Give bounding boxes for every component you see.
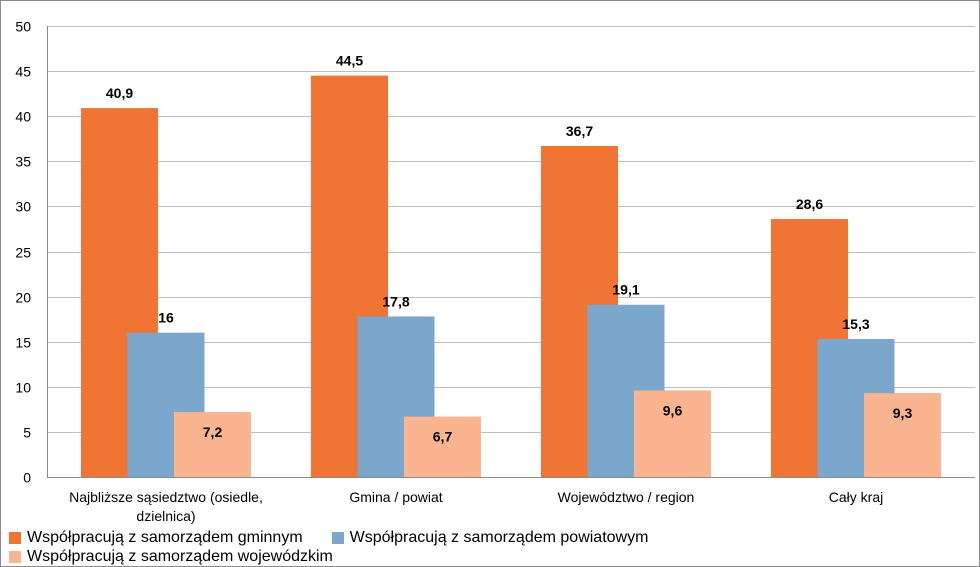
legend-label: Współpracują z samorządem wojewódzkim	[27, 548, 333, 565]
data-label: 7,2	[203, 424, 223, 440]
bar-series-3	[174, 412, 251, 477]
data-label: 9,3	[893, 405, 913, 421]
y-tick-label: 30	[15, 199, 31, 215]
y-tick-label: 5	[23, 425, 31, 441]
data-label: 40,9	[106, 85, 133, 101]
legend: Współpracują z samorządem gminnym Współp…	[9, 528, 677, 566]
y-tick-label: 35	[15, 154, 31, 170]
bar-series-3	[404, 416, 481, 477]
data-label: 44,5	[336, 53, 363, 69]
bar-series-3	[634, 390, 711, 477]
y-tick-label: 40	[15, 109, 31, 125]
legend-row: Współpracują z samorządem gminnym Współp…	[9, 528, 677, 547]
x-tick-label: Gmina / powiat	[349, 489, 443, 505]
y-tick-label: 20	[15, 290, 31, 306]
legend-label: Współpracują z samorządem powiatowym	[349, 529, 649, 546]
legend-row: Współpracują z samorządem wojewódzkim	[9, 547, 677, 566]
x-tick-label: Województwo / region	[557, 489, 695, 505]
legend-item-series-2: Współpracują z samorządem powiatowym	[331, 528, 649, 547]
bars	[81, 75, 941, 478]
legend-label: Współpracują z samorządem gminnym	[27, 529, 303, 546]
y-tick-label: 45	[15, 64, 31, 80]
data-label: 36,7	[566, 123, 593, 139]
data-label: 17,8	[382, 293, 409, 309]
y-tick-label: 15	[15, 335, 31, 351]
legend-swatch	[9, 550, 21, 563]
legend-swatch	[9, 531, 21, 544]
y-tick-label: 10	[15, 380, 31, 396]
y-tick-label: 0	[23, 470, 31, 486]
data-label: 9,6	[663, 402, 683, 418]
bar-series-3	[864, 393, 941, 477]
data-label: 28,6	[796, 196, 823, 212]
legend-item-series-3: Współpracują z samorządem wojewódzkim	[9, 547, 333, 566]
x-tick-label: Cały kraj	[828, 489, 884, 505]
y-tick-label: 25	[15, 245, 31, 261]
data-label: 16	[158, 310, 174, 326]
data-label: 15,3	[842, 316, 869, 332]
y-tick-label: 50	[15, 19, 31, 35]
x-tick-label: Najbliższe sąsiedztwo (osiedle, dzielnic…	[69, 489, 263, 524]
data-label: 6,7	[433, 429, 453, 445]
data-label: 19,1	[612, 282, 639, 298]
legend-swatch	[331, 531, 344, 544]
legend-item-series-1: Współpracują z samorządem gminnym	[9, 528, 303, 547]
